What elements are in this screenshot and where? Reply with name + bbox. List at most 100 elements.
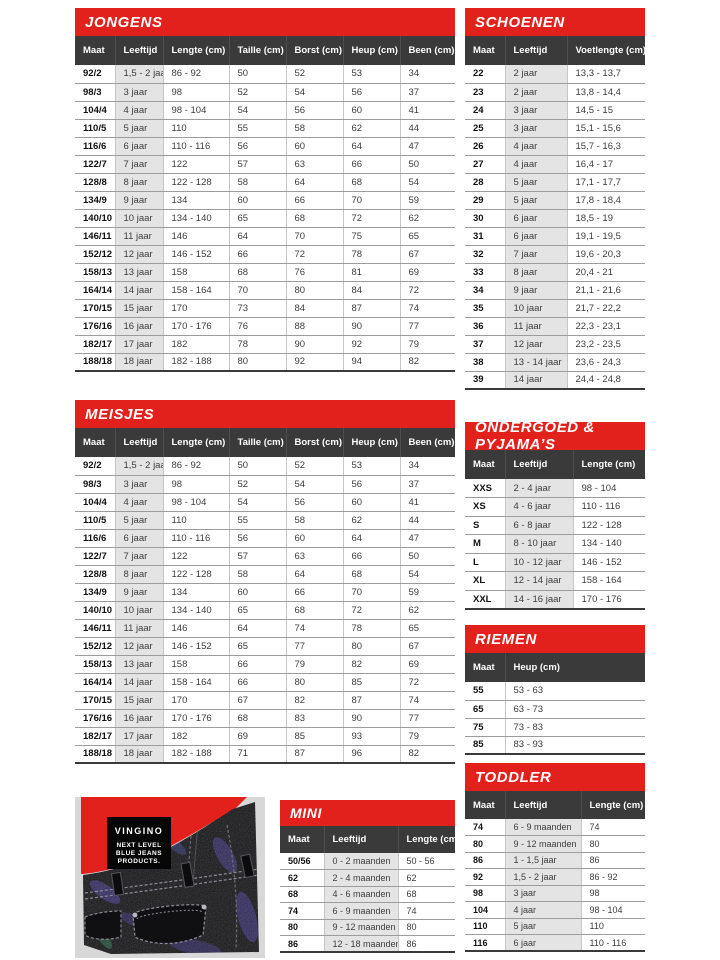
value-cell: 53 <box>343 457 401 476</box>
value-cell: 41 <box>400 493 455 512</box>
table-row: 23 2 jaar 13,8 - 14,4 <box>465 83 645 102</box>
size-cell: L <box>465 553 506 572</box>
value-cell: 72 <box>400 673 455 692</box>
value-cell: 14 jaar <box>505 371 568 390</box>
size-cell: 23 <box>465 83 506 102</box>
value-cell: 65 <box>229 637 287 656</box>
size-cell: 104/4 <box>75 101 116 120</box>
value-cell: 76 <box>286 263 344 282</box>
column-header: Lengte (cm) <box>581 791 645 819</box>
size-cell: XL <box>465 571 506 591</box>
value-cell: 47 <box>400 137 455 156</box>
size-cell: 140/10 <box>75 209 116 228</box>
size-cell: 146/11 <box>75 227 116 246</box>
table-row: 37 12 jaar 23,2 - 23,5 <box>465 335 645 354</box>
column-header: Lengte (cm) <box>398 826 460 853</box>
value-cell: 73 - 83 <box>505 718 645 737</box>
value-cell: 10 jaar <box>115 209 164 228</box>
value-cell: 90 <box>343 317 401 336</box>
value-cell: 84 <box>286 299 344 318</box>
table-row: 31 6 jaar 19,1 - 19,5 <box>465 227 645 246</box>
label-line3-text: PRODUCTS. <box>118 858 161 865</box>
value-cell: 98 - 104 <box>163 101 230 120</box>
value-cell: 60 <box>343 493 401 512</box>
value-cell: 146 <box>163 227 230 246</box>
table-row: 170/15 15 jaar 170 67 82 87 74 <box>75 691 455 710</box>
value-cell: 65 <box>400 227 455 246</box>
table-row: 116 6 jaar 110 - 116 <box>465 934 645 952</box>
value-cell: 2 jaar <box>505 83 568 102</box>
value-cell: 62 <box>398 869 455 887</box>
value-cell: 10 jaar <box>505 299 568 318</box>
value-cell: 21,1 - 21,6 <box>567 281 645 300</box>
table-row: 26 4 jaar 15,7 - 16,3 <box>465 137 645 156</box>
value-cell: 110 - 116 <box>573 497 645 517</box>
size-cell: 86 <box>280 935 325 953</box>
value-cell: 146 - 152 <box>163 245 230 264</box>
value-cell: 22,3 - 23,1 <box>567 317 645 336</box>
size-cell: 146/11 <box>75 619 116 638</box>
value-cell: 6 - 9 maanden <box>324 902 399 920</box>
value-cell: 68 <box>343 565 401 584</box>
value-cell: 11 jaar <box>505 317 568 336</box>
value-cell: 92 <box>286 353 344 372</box>
value-cell: 82 <box>400 353 455 372</box>
value-cell: 68 <box>229 709 287 728</box>
value-cell: 16,4 - 17 <box>567 155 645 174</box>
value-cell: 70 <box>229 281 287 300</box>
table-row: 36 11 jaar 22,3 - 23,1 <box>465 317 645 336</box>
value-cell: 50 <box>400 547 455 566</box>
value-cell: 158 - 164 <box>163 673 230 692</box>
value-cell: 90 <box>286 335 344 354</box>
table-row: 164/14 14 jaar 158 - 164 70 80 84 72 <box>75 281 455 300</box>
value-cell: 78 <box>343 619 401 638</box>
table-row: 22 2 jaar 13,3 - 13,7 <box>465 65 645 84</box>
size-cell: 65 <box>465 700 506 719</box>
value-cell: 71 <box>229 745 287 764</box>
size-cell: 36 <box>465 317 506 336</box>
column-header: Maat <box>465 450 506 479</box>
value-cell: 65 <box>400 619 455 638</box>
table-row: 158/13 13 jaar 158 66 79 82 69 <box>75 655 455 674</box>
value-cell: 9 jaar <box>505 281 568 300</box>
size-cell: 170/15 <box>75 691 116 710</box>
size-cell: 158/13 <box>75 655 116 674</box>
table-row: 25 3 jaar 15,1 - 15,6 <box>465 119 645 138</box>
value-cell: 146 - 152 <box>573 553 645 572</box>
jongens-section: JONGENS Maat Leeftijd Lengte (cm) Taille (c… <box>75 8 455 372</box>
value-cell: 77 <box>400 709 455 728</box>
value-cell: 66 <box>343 155 401 174</box>
value-cell: 56 <box>343 475 401 494</box>
size-cell: 24 <box>465 101 506 120</box>
table-row: 32 7 jaar 19,6 - 20,3 <box>465 245 645 264</box>
value-cell: 54 <box>400 173 455 192</box>
size-cell: XS <box>465 497 506 517</box>
value-cell: 64 <box>286 173 344 192</box>
value-cell: 5 jaar <box>505 173 568 192</box>
value-cell: 7 jaar <box>505 245 568 264</box>
size-cell: 140/10 <box>75 601 116 620</box>
value-cell: 86 <box>398 935 455 953</box>
column-header: Maat <box>280 826 325 853</box>
value-cell: 60 <box>229 191 287 210</box>
value-cell: 122 - 128 <box>573 516 645 535</box>
value-cell: 14 jaar <box>115 281 164 300</box>
table-row: 55 53 - 63 <box>465 682 645 701</box>
value-cell: 98 <box>163 83 230 102</box>
size-cell: XXL <box>465 590 506 610</box>
value-cell: 4 jaar <box>505 155 568 174</box>
table-row: 176/16 16 jaar 170 - 176 76 88 90 77 <box>75 317 455 336</box>
value-cell: 1,5 - 2 jaar <box>505 868 582 886</box>
value-cell: 12 jaar <box>505 335 568 354</box>
value-cell: 56 <box>229 529 287 548</box>
table-row: 146/11 11 jaar 146 64 70 75 65 <box>75 227 455 246</box>
value-cell: 50 <box>229 457 287 476</box>
size-cell: 176/16 <box>75 317 116 336</box>
value-cell: 70 <box>286 227 344 246</box>
value-cell: 86 - 92 <box>163 457 230 476</box>
value-cell: 65 <box>229 209 287 228</box>
column-header: Lengte (cm) <box>163 36 230 65</box>
table-row: 85 83 - 93 <box>465 736 645 755</box>
size-cell: 98/3 <box>75 83 116 102</box>
table-row: 146/11 11 jaar 146 64 74 78 65 <box>75 619 455 638</box>
